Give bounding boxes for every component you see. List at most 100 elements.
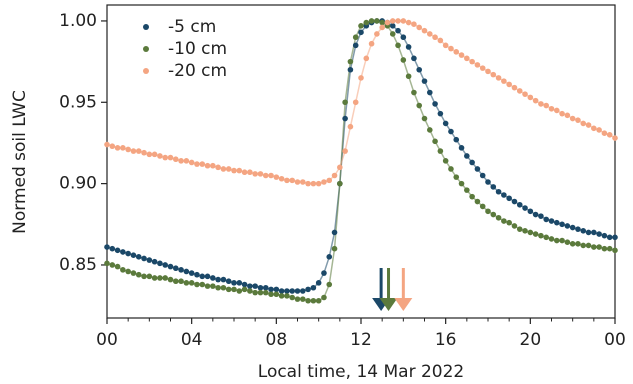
data-point <box>146 273 153 280</box>
data-point <box>522 205 528 211</box>
data-point <box>305 180 311 187</box>
data-point <box>559 221 565 228</box>
data-point <box>352 34 359 41</box>
data-point <box>575 226 581 232</box>
x-tick-label: 12 <box>350 330 372 350</box>
data-point <box>363 19 370 26</box>
data-point <box>130 148 137 154</box>
data-point <box>172 278 179 285</box>
data-point <box>135 148 142 154</box>
data-point <box>464 187 470 193</box>
data-point <box>564 223 571 229</box>
data-point <box>268 172 274 179</box>
data-point <box>516 88 523 94</box>
data-point <box>485 208 491 215</box>
data-point <box>315 180 322 187</box>
data-point <box>183 280 190 286</box>
data-point <box>141 273 147 280</box>
data-point <box>442 158 449 164</box>
data-point <box>331 229 338 236</box>
legend-label: -10 cm <box>168 39 227 59</box>
data-point <box>262 284 269 291</box>
data-point <box>585 242 592 249</box>
legend-marker <box>143 68 149 74</box>
data-point <box>522 228 528 234</box>
data-point <box>310 284 317 291</box>
data-point <box>326 281 333 288</box>
x-tick-label: 00 <box>604 330 626 350</box>
data-point <box>120 249 126 255</box>
data-point <box>485 179 491 185</box>
data-point <box>162 154 169 161</box>
data-point <box>543 102 550 109</box>
data-point <box>337 180 343 187</box>
data-point <box>321 270 327 276</box>
data-point <box>612 234 618 241</box>
y-axis-label: Normed soil LWC <box>10 90 30 234</box>
data-point <box>538 213 544 219</box>
legend-label: -5 cm <box>168 17 216 37</box>
data-point <box>241 281 248 288</box>
data-point <box>109 262 116 268</box>
data-point <box>347 58 354 65</box>
data-point <box>437 37 444 44</box>
data-point <box>416 66 423 73</box>
data-point <box>411 55 417 62</box>
data-point <box>352 99 359 106</box>
data-point <box>236 167 243 174</box>
data-point <box>172 265 179 272</box>
data-point <box>247 283 253 289</box>
data-point <box>421 78 428 84</box>
data-point <box>236 288 243 294</box>
data-point <box>374 18 380 24</box>
data-point <box>474 62 481 68</box>
data-point <box>591 125 597 132</box>
data-point <box>485 68 491 75</box>
data-point <box>278 175 285 182</box>
data-point <box>215 284 221 291</box>
data-point <box>188 159 195 166</box>
data-point <box>426 31 433 37</box>
data-point <box>421 27 428 34</box>
data-point <box>469 193 475 200</box>
data-point <box>199 281 206 288</box>
data-point <box>458 180 465 187</box>
data-point <box>220 276 227 283</box>
data-point <box>299 179 306 185</box>
data-point <box>151 151 158 158</box>
data-point <box>294 288 301 294</box>
data-point <box>331 245 338 252</box>
data-point <box>241 286 248 293</box>
data-point <box>448 166 454 172</box>
data-point <box>135 271 142 278</box>
data-point <box>135 254 142 260</box>
data-point <box>141 255 147 262</box>
data-point <box>225 286 232 293</box>
peak-arrow <box>394 268 413 311</box>
data-point <box>395 27 401 34</box>
data-point <box>426 127 433 133</box>
data-point <box>522 91 528 97</box>
data-point <box>548 105 555 112</box>
data-point <box>511 84 518 91</box>
data-point <box>389 18 396 24</box>
data-point <box>125 250 131 257</box>
data-point <box>606 234 613 241</box>
data-point <box>262 289 269 296</box>
data-point <box>532 231 539 237</box>
data-point <box>151 258 158 265</box>
data-point <box>400 34 407 41</box>
data-point <box>395 18 401 24</box>
data-point <box>596 244 602 250</box>
data-point <box>172 156 179 163</box>
data-point <box>157 153 163 159</box>
data-point <box>395 42 401 49</box>
data-point <box>199 161 206 167</box>
data-point <box>167 263 174 270</box>
data-point <box>569 224 576 231</box>
data-point <box>585 122 592 128</box>
data-point <box>453 49 460 55</box>
data-point <box>564 112 571 119</box>
data-point <box>257 289 264 296</box>
